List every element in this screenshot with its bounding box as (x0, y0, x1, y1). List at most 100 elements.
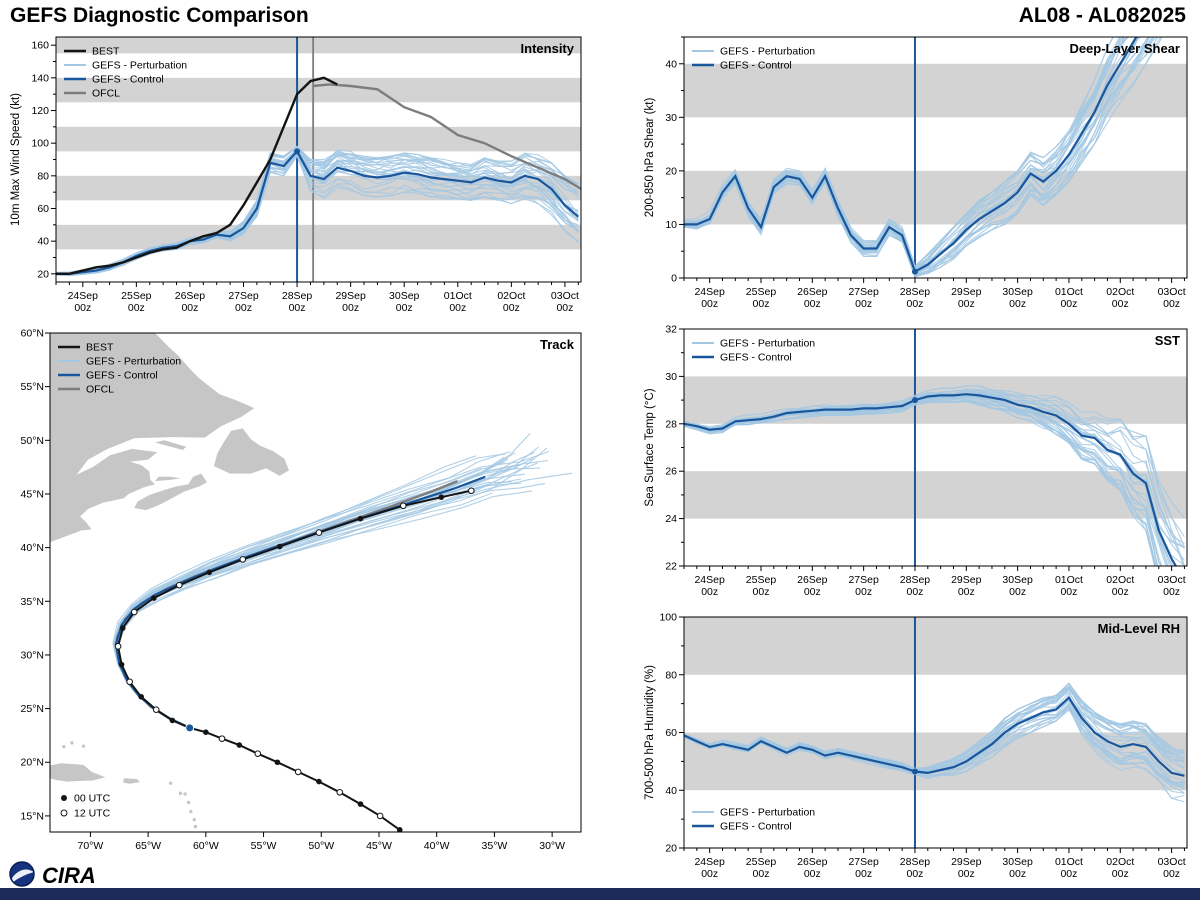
svg-text:GEFS - Control: GEFS - Control (86, 370, 158, 382)
svg-text:35°W: 35°W (482, 840, 508, 852)
svg-text:20: 20 (665, 165, 677, 177)
svg-text:00z: 00z (855, 868, 872, 880)
svg-text:10m Max Wind Speed (kt): 10m Max Wind Speed (kt) (10, 93, 22, 226)
svg-text:00z: 00z (701, 868, 718, 880)
svg-text:00z: 00z (958, 586, 975, 598)
svg-text:Mid-Level RH: Mid-Level RH (1098, 621, 1180, 636)
header: GEFS Diagnostic Comparison AL08 - AL0820… (10, 4, 1186, 28)
svg-text:00z: 00z (1060, 868, 1077, 880)
svg-text:15°N: 15°N (21, 810, 44, 822)
svg-text:Deep-Layer Shear: Deep-Layer Shear (1069, 41, 1180, 56)
svg-text:00z: 00z (1060, 586, 1077, 598)
svg-text:30Sep: 30Sep (389, 290, 420, 302)
svg-text:29Sep: 29Sep (951, 856, 982, 868)
svg-text:0: 0 (671, 273, 677, 285)
svg-text:00z: 00z (235, 302, 252, 314)
svg-text:30: 30 (665, 371, 677, 383)
svg-text:00z: 00z (701, 586, 718, 598)
svg-text:60: 60 (37, 203, 49, 215)
svg-text:24: 24 (665, 513, 677, 525)
svg-text:24Sep: 24Sep (694, 286, 725, 298)
svg-text:03Oct: 03Oct (1158, 286, 1186, 298)
svg-text:60°W: 60°W (193, 840, 219, 852)
svg-text:01Oct: 01Oct (1055, 574, 1083, 586)
svg-text:GEFS - Control: GEFS - Control (92, 74, 164, 86)
svg-text:27Sep: 27Sep (228, 290, 259, 302)
svg-text:00z: 00z (804, 586, 821, 598)
svg-text:00z: 00z (181, 302, 198, 314)
svg-text:00z: 00z (1112, 298, 1129, 310)
svg-text:BEST: BEST (92, 46, 120, 58)
svg-text:GEFS - Perturbation: GEFS - Perturbation (720, 46, 815, 58)
cira-wordmark: CIRA (42, 863, 96, 888)
svg-text:00z: 00z (1112, 586, 1129, 598)
svg-text:00z: 00z (503, 302, 520, 314)
svg-text:22: 22 (665, 561, 677, 573)
svg-text:26Sep: 26Sep (797, 574, 828, 586)
svg-text:00z: 00z (289, 302, 306, 314)
svg-text:30Sep: 30Sep (1002, 574, 1033, 586)
svg-text:100: 100 (659, 612, 677, 624)
svg-text:00z: 00z (804, 868, 821, 880)
svg-text:40°N: 40°N (21, 542, 44, 554)
intensity-chart: 24Sep00z25Sep00z26Sep00z27Sep00z28Sep00z… (10, 36, 582, 314)
svg-text:80: 80 (665, 669, 677, 681)
svg-text:GEFS - Perturbation: GEFS - Perturbation (720, 807, 815, 819)
svg-text:120: 120 (31, 105, 49, 117)
svg-text:26Sep: 26Sep (797, 856, 828, 868)
svg-text:Track: Track (540, 337, 575, 352)
svg-text:00z: 00z (907, 298, 924, 310)
svg-text:28Sep: 28Sep (900, 286, 931, 298)
svg-text:27Sep: 27Sep (848, 856, 879, 868)
svg-text:27Sep: 27Sep (848, 574, 879, 586)
svg-text:35°N: 35°N (21, 596, 44, 608)
svg-text:00z: 00z (1163, 298, 1180, 310)
svg-text:GEFS - Perturbation: GEFS - Perturbation (720, 338, 815, 350)
rh-chart: 24Sep00z25Sep00z26Sep00z27Sep00z28Sep00z… (644, 612, 1188, 880)
svg-text:40: 40 (665, 785, 677, 797)
svg-text:00z: 00z (1060, 298, 1077, 310)
svg-text:45°W: 45°W (366, 840, 392, 852)
svg-text:26Sep: 26Sep (175, 290, 206, 302)
svg-text:00z: 00z (958, 868, 975, 880)
svg-text:40: 40 (665, 58, 677, 70)
svg-text:50°W: 50°W (308, 840, 334, 852)
svg-text:40°W: 40°W (424, 840, 450, 852)
svg-text:03Oct: 03Oct (1158, 574, 1186, 586)
svg-text:02Oct: 02Oct (497, 290, 525, 302)
svg-text:25Sep: 25Sep (746, 286, 777, 298)
svg-text:00z: 00z (396, 302, 413, 314)
svg-text:00z: 00z (753, 586, 770, 598)
svg-text:00z: 00z (753, 298, 770, 310)
svg-text:00z: 00z (128, 302, 145, 314)
svg-text:140: 140 (31, 72, 49, 84)
svg-text:01Oct: 01Oct (1055, 286, 1083, 298)
storm-id: AL08 - AL082025 (1018, 4, 1186, 27)
svg-text:28: 28 (665, 418, 677, 430)
svg-text:20: 20 (665, 843, 677, 855)
svg-text:00z: 00z (1163, 586, 1180, 598)
svg-text:01Oct: 01Oct (444, 290, 472, 302)
svg-text:24Sep: 24Sep (694, 856, 725, 868)
svg-text:00z: 00z (855, 586, 872, 598)
svg-text:03Oct: 03Oct (1158, 856, 1186, 868)
svg-text:Sea Surface Temp (°C): Sea Surface Temp (°C) (644, 388, 656, 506)
svg-text:01Oct: 01Oct (1055, 856, 1083, 868)
svg-text:00z: 00z (1163, 868, 1180, 880)
svg-text:02Oct: 02Oct (1106, 574, 1134, 586)
svg-text:700-500 hPa Humidity (%): 700-500 hPa Humidity (%) (644, 665, 656, 800)
svg-text:24Sep: 24Sep (694, 574, 725, 586)
page-title: GEFS Diagnostic Comparison (10, 4, 309, 27)
svg-text:27Sep: 27Sep (848, 286, 879, 298)
svg-text:32: 32 (665, 324, 677, 336)
svg-text:GEFS - Control: GEFS - Control (720, 352, 792, 364)
footer-logos: CIRA (8, 860, 178, 893)
svg-text:26Sep: 26Sep (797, 286, 828, 298)
svg-text:160: 160 (31, 40, 49, 52)
svg-text:00z: 00z (1009, 868, 1026, 880)
svg-text:SST: SST (1155, 333, 1180, 348)
svg-text:25Sep: 25Sep (746, 574, 777, 586)
svg-text:30: 30 (665, 112, 677, 124)
svg-text:25Sep: 25Sep (746, 856, 777, 868)
